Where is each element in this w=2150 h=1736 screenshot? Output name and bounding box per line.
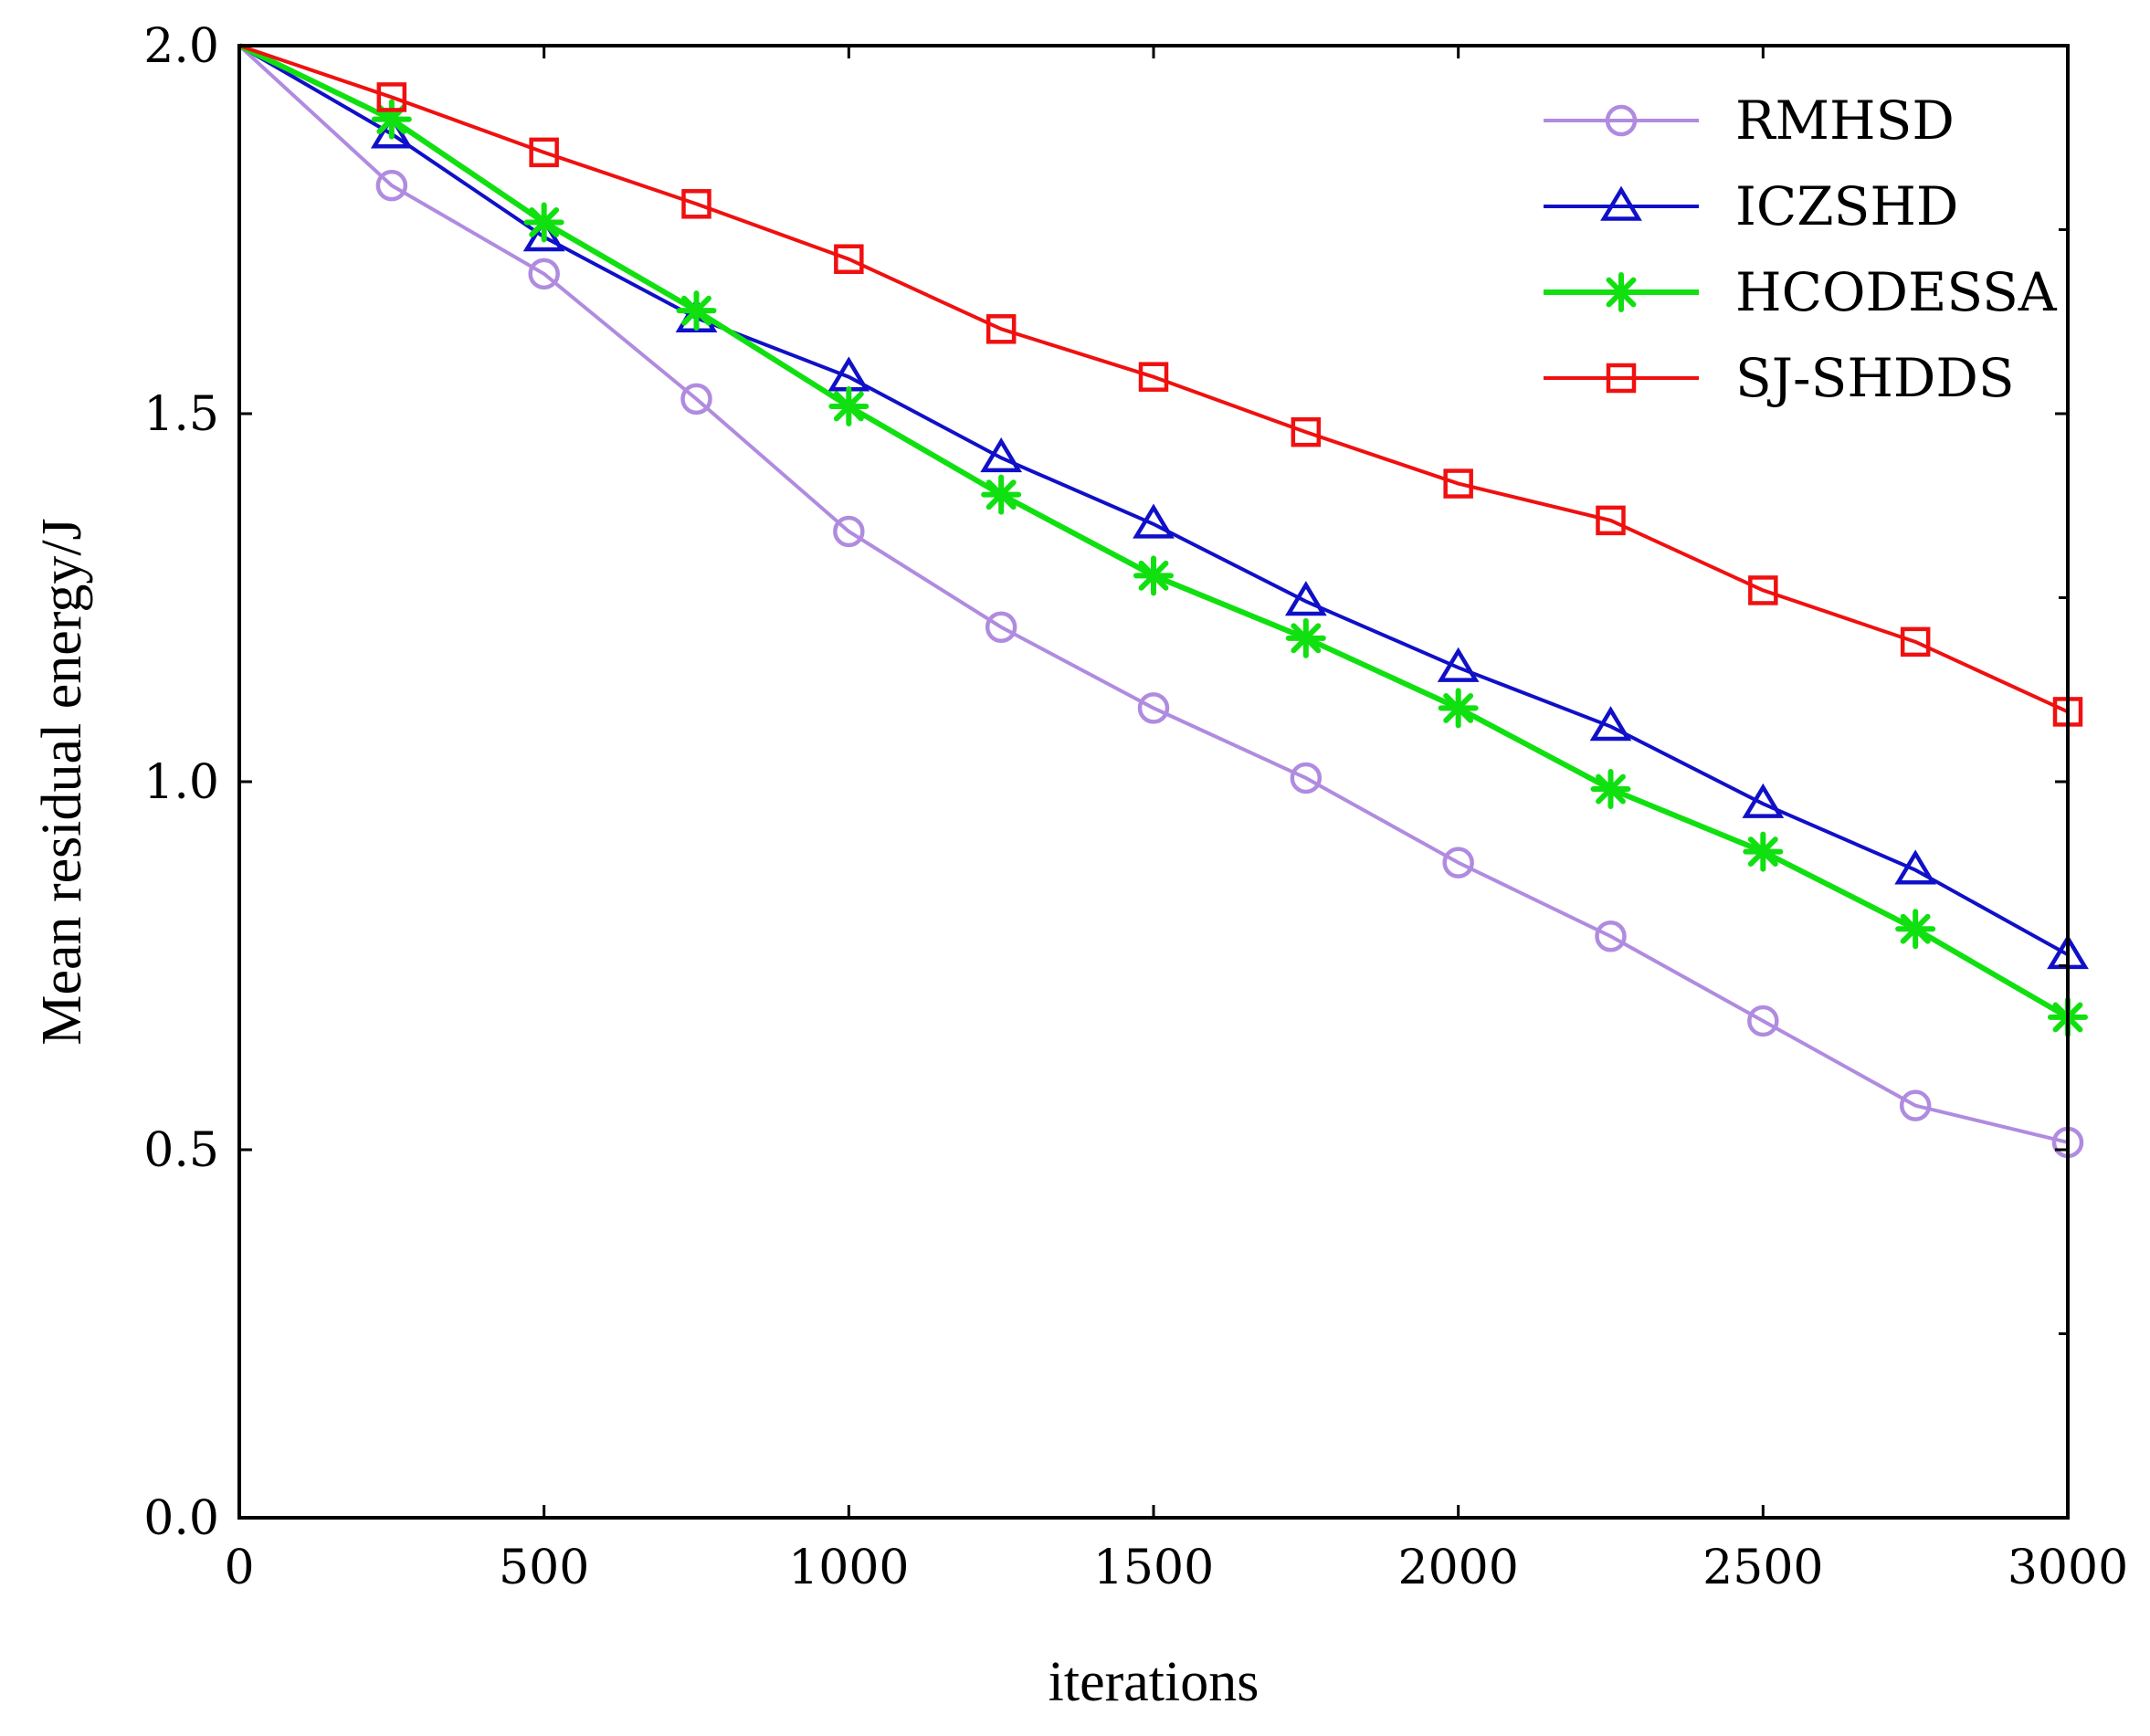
data-point-hcodessa: [981, 474, 1022, 515]
legend-marker-iczshd: [1600, 185, 1642, 221]
x-tick-label: 2500: [1702, 1541, 1823, 1595]
data-point-iczshd: [1437, 647, 1480, 682]
data-point-sj-shdds: [1596, 505, 1626, 536]
data-point-hcodessa: [676, 290, 717, 331]
x-tick-label: 500: [499, 1541, 589, 1595]
data-point-sj-shdds: [1443, 468, 1473, 499]
data-point-hcodessa: [1895, 909, 1936, 950]
data-point-rmhsd: [528, 258, 560, 290]
data-point-hcodessa: [1438, 688, 1479, 729]
legend-label-rmhsd: RMHSD: [1735, 89, 1955, 152]
data-point-sj-shdds: [1291, 416, 1322, 447]
y-tick-label: 0.5: [143, 1123, 219, 1178]
x-tick-label: 1000: [788, 1541, 909, 1595]
data-point-sj-shdds: [1748, 575, 1778, 605]
x-tick-label: 3000: [2008, 1541, 2128, 1595]
x-tick-label: 0: [224, 1541, 254, 1595]
data-point-hcodessa: [1743, 831, 1784, 872]
data-point-hcodessa: [828, 385, 869, 426]
data-point-rmhsd: [680, 383, 712, 416]
data-point-sj-shdds: [529, 137, 559, 168]
data-point-rmhsd: [1290, 762, 1323, 794]
series-layer: [237, 43, 2089, 1159]
series-line-rmhsd: [237, 44, 2069, 1144]
data-point-sj-shdds: [681, 189, 711, 219]
y-tick-label: 2.0: [143, 19, 219, 74]
data-point-hcodessa: [523, 202, 564, 243]
data-point-sj-shdds: [1138, 362, 1169, 392]
data-point-rmhsd: [375, 169, 408, 202]
data-point-rmhsd: [1442, 847, 1474, 879]
data-point-hcodessa: [1285, 617, 1326, 658]
data-point-rmhsd: [833, 515, 865, 548]
data-point-iczshd: [370, 113, 413, 149]
data-point-hcodessa: [1590, 769, 1631, 810]
data-point-rmhsd: [1595, 921, 1627, 952]
y-tick-label: 1.0: [143, 755, 219, 810]
data-point-iczshd: [1133, 503, 1175, 539]
data-point-rmhsd: [1747, 1005, 1779, 1037]
y-axis-title: Mean residual energy/J: [31, 518, 93, 1045]
legend-marker-sj-shdds: [1606, 363, 1637, 394]
data-point-iczshd: [522, 216, 565, 252]
legend-marker-rmhsd: [1605, 104, 1638, 137]
x-tick-label: 1500: [1093, 1541, 1214, 1595]
tick-layer: 0 500 1000 1500 2000 2500 3000 0.0 0.5 1.0 1.5 2.0: [143, 19, 2128, 1595]
legend-marker-hcodessa: [1601, 272, 1641, 312]
data-point-iczshd: [980, 437, 1023, 473]
data-point-iczshd: [1284, 581, 1327, 616]
data-point-hcodessa: [371, 99, 412, 140]
data-point-iczshd: [1589, 706, 1632, 742]
data-point-rmhsd: [1137, 692, 1170, 724]
legend-label-hcodessa: HCODESSA: [1735, 261, 2058, 323]
x-tick-label: 2000: [1397, 1541, 1518, 1595]
data-point-sj-shdds: [1900, 626, 1931, 658]
y-tick-label: 0.0: [143, 1491, 219, 1546]
legend: RMHSD ICZSHD HCODESSA SJ-SHDDS: [1544, 89, 2058, 409]
data-point-sj-shdds: [985, 314, 1017, 344]
y-tick-label: 1.5: [143, 387, 219, 442]
data-point-rmhsd: [1899, 1089, 1932, 1121]
data-point-iczshd: [1742, 783, 1785, 818]
data-point-rmhsd: [985, 611, 1017, 643]
data-point-hcodessa: [1133, 555, 1174, 596]
legend-label-iczshd: ICZSHD: [1735, 175, 1958, 237]
series-line-sj-shdds: [238, 44, 2069, 714]
data-point-sj-shdds: [834, 244, 864, 274]
data-point-sj-shdds: [376, 82, 407, 112]
x-axis-title: iterations: [1049, 1651, 1259, 1713]
legend-label-sj-shdds: SJ-SHDDS: [1735, 347, 2015, 409]
data-point-iczshd: [1894, 849, 1937, 885]
